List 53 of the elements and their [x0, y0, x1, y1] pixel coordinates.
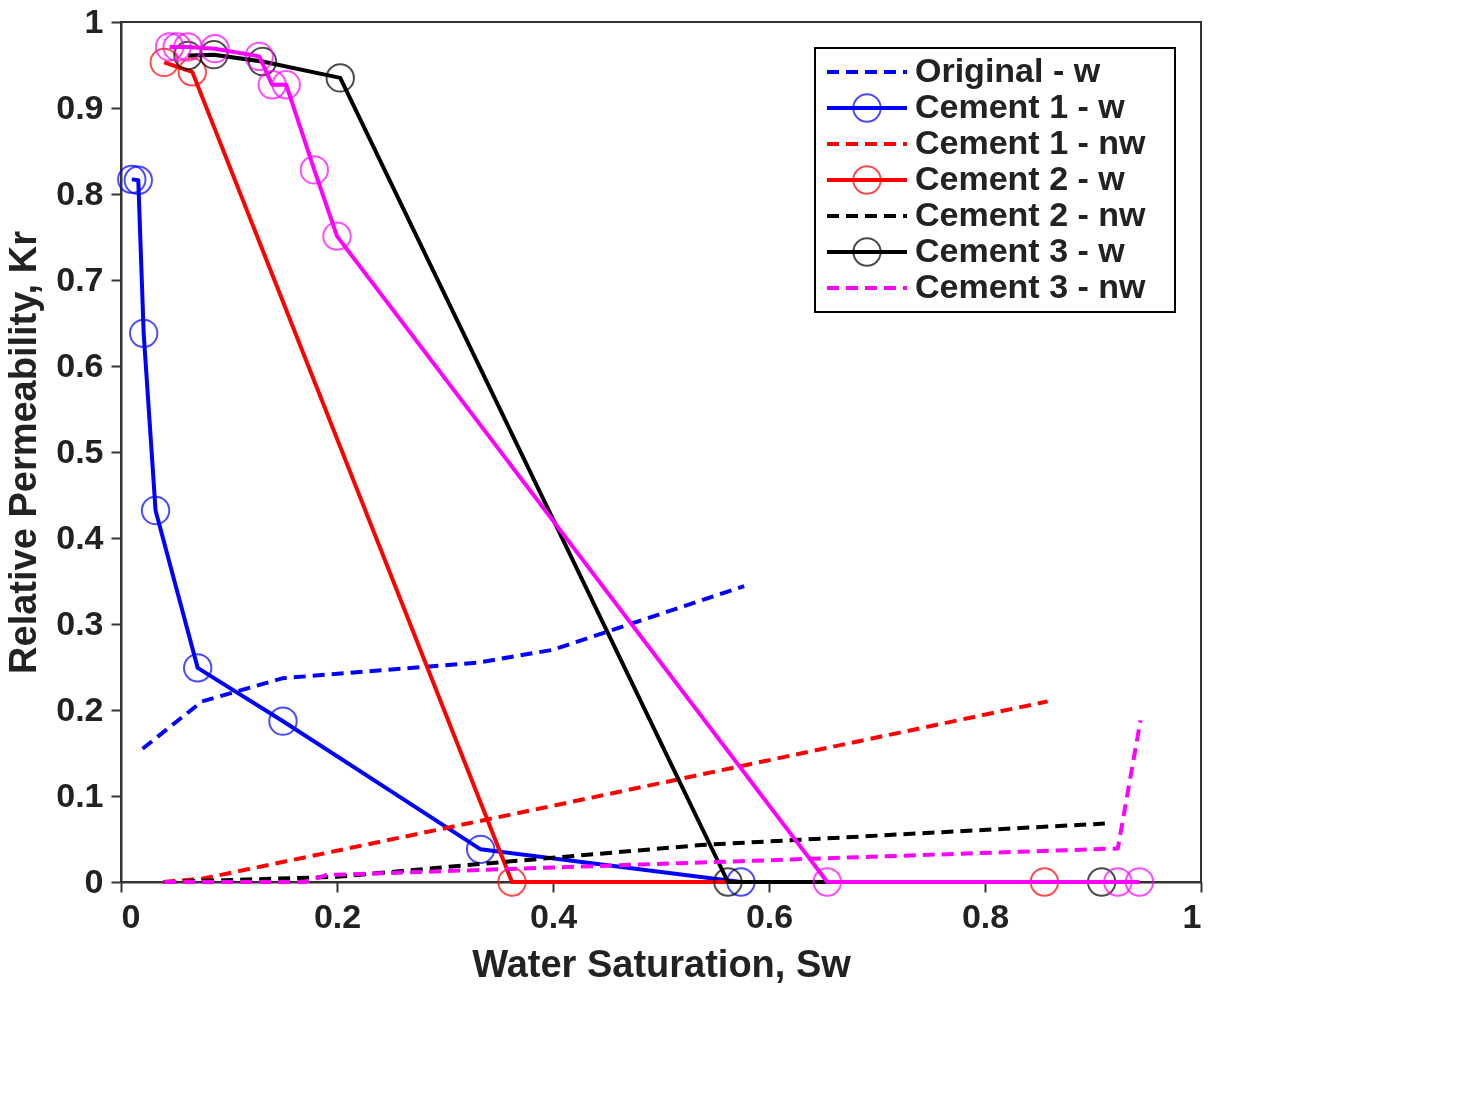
y-tick-label: 0.6	[56, 345, 104, 384]
y-tick-label: 1	[84, 1, 104, 40]
point	[268, 706, 298, 736]
point	[1103, 867, 1133, 897]
point	[299, 155, 330, 185]
point	[1086, 867, 1117, 897]
x-tick-label: 1	[1182, 896, 1202, 935]
x-tick-label: 0.6	[745, 896, 794, 935]
legend-label: Cement 3 - nw	[915, 267, 1147, 305]
point	[812, 867, 843, 897]
y-tick-label: 0.2	[56, 689, 104, 728]
x-tick-label: 0.2	[313, 896, 362, 935]
point	[162, 32, 192, 62]
legend-label: Cement 1 - nw	[915, 123, 1147, 161]
legend-label: Cement 2 - w	[915, 159, 1126, 197]
legend-label: Cement 2 - nw	[915, 195, 1147, 233]
point	[322, 221, 352, 251]
point	[325, 63, 355, 93]
point	[182, 653, 213, 683]
point	[117, 164, 147, 195]
point	[271, 70, 301, 100]
x-axis-title: Water Saturation, Sw	[472, 942, 852, 985]
y-tick-label: 0.3	[56, 603, 104, 642]
point	[1124, 867, 1155, 897]
point	[173, 40, 203, 71]
y-tick-label: 0.5	[56, 431, 104, 470]
point	[123, 165, 153, 195]
point	[497, 867, 527, 897]
y-axis-title: Relative Permeability, Kr	[2, 230, 45, 674]
point	[200, 33, 230, 64]
point	[173, 32, 203, 62]
point	[154, 32, 185, 62]
y-tick-label: 0.8	[56, 173, 104, 212]
point	[726, 867, 756, 897]
point	[128, 318, 159, 348]
legend-label: Cement 3 - w	[915, 231, 1126, 269]
point	[177, 57, 207, 87]
legend-label: Original - w	[915, 51, 1101, 89]
point	[465, 834, 496, 864]
y-tick-label: 0.4	[56, 517, 104, 556]
y-tick-label: 0.1	[56, 775, 104, 814]
point	[1029, 867, 1060, 897]
y-tick-label: 0.9	[56, 87, 104, 126]
x-tick-label: 0	[121, 896, 141, 935]
y-tick-label: 0.7	[56, 259, 104, 298]
x-tick-label: 0.4	[529, 896, 578, 935]
point	[257, 70, 287, 100]
point	[140, 495, 171, 526]
y-tick-label: 0	[84, 861, 104, 900]
point	[149, 47, 179, 78]
point	[199, 40, 229, 70]
x-tick-label: 0.8	[961, 896, 1010, 935]
point	[713, 867, 743, 897]
